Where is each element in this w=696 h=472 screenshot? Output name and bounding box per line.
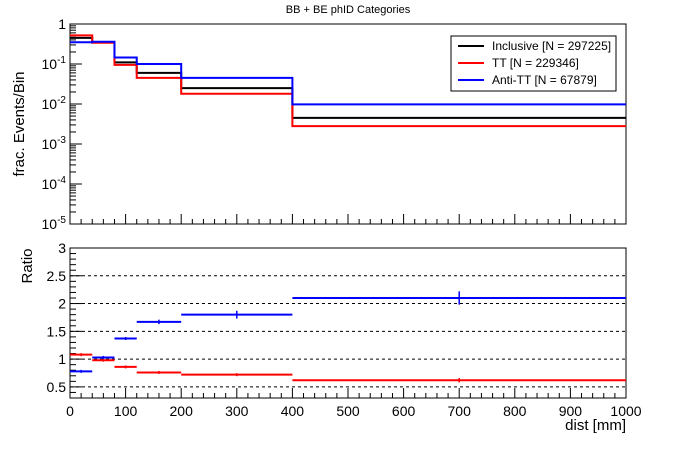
x-tick-label: 0 [66,403,74,419]
legend-label: Inclusive [N = 297225] [492,39,611,53]
ratio-y-axis-label: Ratio [19,248,36,283]
x-tick-label: 100 [114,403,138,419]
top-y-tick-label: 10-3 [42,135,67,152]
top-y-tick-label: 10-5 [42,215,67,232]
top-y-tick-label: 1 [58,16,66,32]
histogram-line [70,40,626,106]
top-y-axis-label: frac. Events/Bin [11,71,28,176]
ratio-points [70,291,626,383]
bottom-plot-panel: 0 100 200 300 400 500 600 700 800 900 1000 0.5 1 1.5 2… [19,240,642,434]
top-plot-panel: 10-5 10-4 10-3 10-2 10-1 1 frac. Events/Bin I… [11,16,627,232]
ratio-y-tick-label: 3 [58,240,66,256]
x-tick-label: 900 [559,403,583,419]
top-y-tick-label: 10-4 [42,175,67,192]
legend: Inclusive [N = 297225] TT [N = 229346] Ant… [450,35,617,92]
ratio-y-tick-label: 1.5 [47,323,67,339]
top-y-tick-label: 10-1 [42,55,67,72]
legend-label: TT [N = 229346] [492,56,579,70]
ratio-reference-lines [70,275,626,388]
x-tick-label: 600 [392,403,416,419]
top-axis-ticks: 10-5 10-4 10-3 10-2 10-1 1 [42,16,627,232]
legend-label: Anti-TT [N = 67879] [492,73,597,87]
bottom-axis-ticks: 0 100 200 300 400 500 600 700 800 900 1000 0.5 1 1.5 2… [47,240,642,419]
ratio-y-tick-label: 0.5 [47,379,67,395]
ratio-y-tick-label: 2 [58,296,66,312]
x-tick-label: 300 [225,403,249,419]
x-tick-label: 200 [170,403,194,419]
x-tick-label: 800 [503,403,527,419]
ratio-y-tick-label: 2.5 [47,268,67,284]
chart-title: BB + BE phID Categories [286,4,411,16]
x-tick-label: 1000 [610,403,641,419]
x-tick-label: 700 [448,403,472,419]
top-histograms [70,34,626,128]
top-y-tick-label: 10-2 [42,95,67,112]
x-tick-label: 500 [336,403,360,419]
ratio-y-tick-label: 1 [58,351,66,367]
x-tick-label: 400 [281,403,305,419]
x-axis-label: dist [mm] [565,417,626,434]
